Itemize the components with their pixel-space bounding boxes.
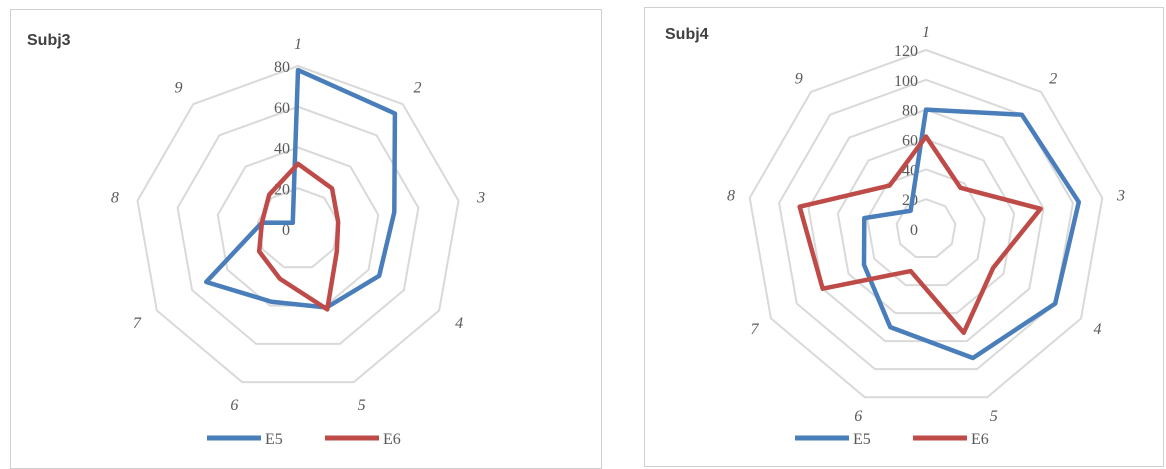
grid-ring bbox=[136, 64, 460, 384]
tick-label: 120 bbox=[894, 43, 918, 60]
axis-label: 1 bbox=[922, 24, 930, 41]
axis-label: 9 bbox=[174, 80, 182, 97]
axis-label: 7 bbox=[751, 321, 760, 338]
axis-label: 4 bbox=[455, 315, 463, 332]
axis-label: 2 bbox=[414, 80, 422, 97]
grid-ring bbox=[216, 146, 380, 307]
axis-label: 9 bbox=[795, 70, 803, 87]
grid-ring bbox=[836, 138, 1016, 315]
axis-label: 4 bbox=[1093, 321, 1101, 338]
tick-label: 0 bbox=[910, 222, 918, 239]
chart-panel-subj4: Subj4 bbox=[644, 7, 1164, 467]
tick-label: 80 bbox=[902, 103, 918, 120]
grid-ring bbox=[807, 108, 1045, 343]
grid-ring bbox=[895, 198, 957, 259]
series-line-e5 bbox=[861, 107, 1082, 361]
axis-label: 5 bbox=[358, 397, 366, 414]
grid-ring bbox=[176, 105, 420, 345]
tick-label: 100 bbox=[894, 73, 918, 90]
axis-label: 2 bbox=[1049, 70, 1057, 87]
tick-label: 60 bbox=[902, 133, 918, 150]
legend-label: E5 bbox=[853, 431, 871, 448]
tick-label: 60 bbox=[274, 100, 290, 117]
legend-label: E6 bbox=[383, 431, 401, 448]
tick-label: 80 bbox=[274, 59, 290, 76]
grid-ring bbox=[748, 48, 1104, 399]
axis-label: 3 bbox=[1116, 188, 1125, 205]
chart-title: Subj3 bbox=[27, 32, 71, 49]
chart-title: Subj4 bbox=[665, 26, 709, 43]
series-line-e5 bbox=[203, 67, 398, 310]
grid-ring bbox=[866, 168, 986, 287]
axis-label: 1 bbox=[294, 36, 302, 53]
axis-label: 6 bbox=[230, 397, 238, 414]
axis-label: 8 bbox=[727, 188, 735, 205]
axis-label: 7 bbox=[133, 315, 142, 332]
series-line-e6 bbox=[797, 134, 1043, 335]
series-line-e6 bbox=[256, 161, 341, 312]
grid-ring bbox=[778, 78, 1074, 371]
axis-label: 3 bbox=[476, 190, 485, 207]
axis-label: 8 bbox=[111, 190, 119, 207]
axis-label: 5 bbox=[990, 408, 998, 425]
legend-label: E6 bbox=[971, 431, 989, 448]
tick-label: 40 bbox=[274, 141, 290, 158]
legend-label: E5 bbox=[265, 431, 283, 448]
axis-label: 6 bbox=[854, 408, 862, 425]
tick-label: 0 bbox=[282, 222, 290, 239]
chart-panel-subj3: Subj3 bbox=[10, 9, 602, 469]
